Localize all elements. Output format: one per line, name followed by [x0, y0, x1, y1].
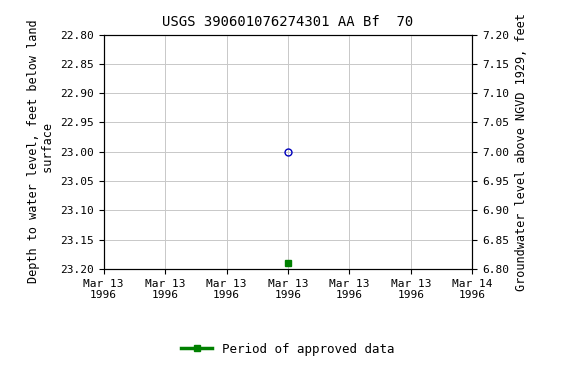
Title: USGS 390601076274301 AA Bf  70: USGS 390601076274301 AA Bf 70: [162, 15, 414, 29]
Y-axis label: Depth to water level, feet below land
 surface: Depth to water level, feet below land su…: [26, 20, 55, 283]
Legend: Period of approved data: Period of approved data: [176, 338, 400, 361]
Y-axis label: Groundwater level above NGVD 1929, feet: Groundwater level above NGVD 1929, feet: [514, 13, 528, 291]
